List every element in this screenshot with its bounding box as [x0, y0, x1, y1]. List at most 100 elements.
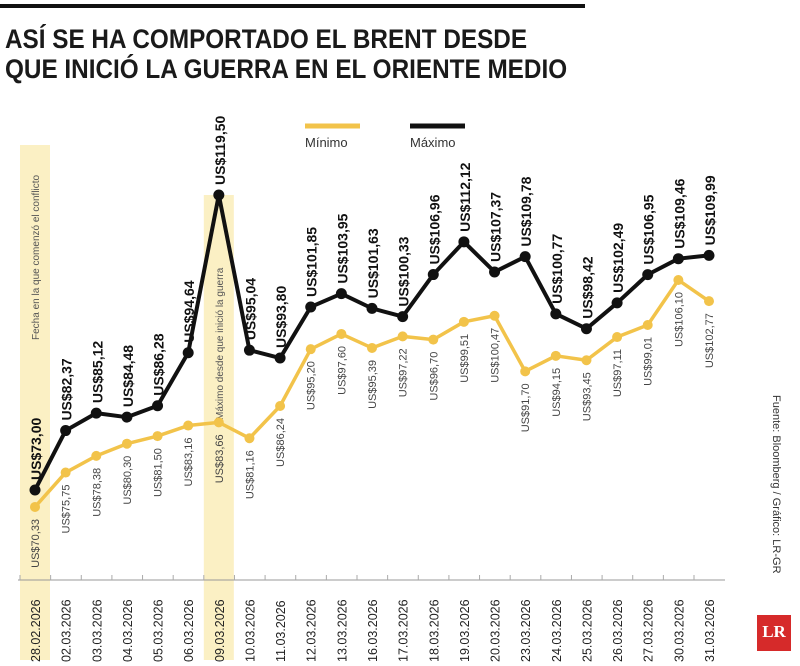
x-tick-label: 19.03.2026: [458, 599, 472, 662]
data-point-min: [458, 316, 469, 327]
lr-logo: LR: [757, 615, 791, 651]
data-label-min: US$94,15: [551, 368, 563, 417]
data-label-min: US$75,75: [61, 485, 73, 534]
data-label-min: US$95,20: [306, 361, 318, 410]
data-label-max: US$102,49: [610, 223, 626, 293]
data-point-min: [367, 342, 377, 353]
data-label-max: US$106,96: [426, 194, 442, 264]
x-tick-label: 11.03.2026: [274, 600, 288, 662]
data-point-min: [91, 450, 102, 461]
x-tick-label: 13.03.2026: [335, 599, 349, 662]
data-point-max: [458, 236, 470, 248]
data-label-max: US$95,04: [242, 278, 258, 340]
data-label-max: US$94,64: [181, 280, 197, 342]
data-point-min: [121, 438, 132, 449]
data-point-min: [489, 310, 500, 321]
data-point-min: [213, 417, 224, 428]
x-tick-label: 20.03.2026: [489, 599, 503, 662]
title-line-2: QUE INICIÓ LA GUERRA EN EL ORIENTE MEDIO: [5, 54, 568, 84]
data-label-max: US$107,37: [488, 192, 504, 262]
data-label-max: US$119,50: [212, 116, 228, 185]
data-point-max: [90, 407, 102, 419]
data-point-min: [428, 334, 439, 345]
data-label-min: US$83,16: [183, 438, 195, 487]
data-label-min: US$97,22: [398, 348, 410, 397]
data-label-min: US$102,77: [704, 313, 716, 368]
data-label-max: US$109,99: [702, 175, 718, 245]
data-label-min: US$95,39: [367, 360, 379, 409]
data-point-max: [611, 297, 623, 309]
data-label-max: US$73,00: [28, 418, 44, 480]
data-label-min: US$97,11: [612, 349, 624, 397]
data-point-min: [704, 296, 714, 307]
top-rule: [0, 4, 585, 8]
legend-label: Máximo: [410, 135, 456, 150]
x-tick-label: 27.03.2026: [642, 599, 656, 662]
data-point-min: [275, 401, 286, 412]
x-tick-label: 02.03.2026: [60, 599, 74, 662]
annotation-label: Fecha en la que comenzó el conflicto: [31, 174, 42, 340]
data-point-max: [60, 425, 72, 437]
x-tick-label: 24.03.2026: [550, 599, 564, 662]
data-label-max: US$93,80: [273, 286, 289, 348]
data-point-min: [244, 433, 255, 444]
data-label-max: US$106,95: [641, 194, 657, 264]
highlight-band: [20, 145, 50, 660]
data-point-max: [580, 323, 592, 335]
data-point-max: [489, 266, 501, 278]
data-label-min: US$99,01: [643, 337, 655, 386]
data-label-max: US$101,85: [304, 227, 320, 297]
x-tick-label: 25.03.2026: [580, 599, 594, 662]
data-point-max: [121, 411, 133, 423]
data-point-max: [152, 400, 164, 412]
x-tick-label: 12.03.2026: [305, 599, 319, 662]
data-point-min: [673, 275, 684, 286]
data-label-min: US$81,50: [153, 448, 165, 497]
data-label-max: US$100,77: [549, 234, 565, 304]
chart-title: ASÍ SE HA COMPORTADO EL BRENT DESDE QUE …: [5, 24, 567, 84]
data-point-max: [672, 253, 684, 265]
x-tick-label: 10.03.2026: [243, 599, 257, 662]
legend-label: Mínimo: [305, 135, 348, 150]
data-point-max: [550, 308, 562, 320]
data-label-min: US$106,10: [673, 292, 685, 347]
data-label-max: US$85,12: [89, 341, 105, 403]
data-point-min: [336, 328, 347, 339]
data-label-min: US$80,30: [122, 456, 134, 505]
x-tick-label: 04.03.2026: [121, 599, 135, 662]
annotation-label: Máximo desde que inició la guerra: [215, 267, 226, 420]
data-point-min: [152, 431, 163, 442]
data-label-max: US$109,78: [518, 176, 534, 246]
x-tick-label: 30.03.2026: [672, 599, 686, 662]
data-label-max: US$86,28: [151, 333, 167, 395]
data-point-max: [274, 352, 286, 364]
data-label-max: US$101,63: [365, 228, 381, 298]
data-label-min: US$70,33: [30, 519, 42, 568]
data-point-max: [519, 251, 531, 263]
x-tick-label: 18.03.2026: [427, 599, 441, 662]
data-label-min: US$81,16: [244, 450, 256, 499]
data-label-max: US$112,12: [457, 162, 473, 231]
data-point-min: [612, 332, 623, 343]
data-point-max: [335, 288, 347, 300]
data-point-max: [213, 189, 225, 201]
data-point-max: [703, 249, 715, 261]
data-point-max: [366, 302, 378, 314]
data-label-min: US$99,51: [459, 334, 471, 383]
data-label-max: US$98,42: [579, 256, 595, 318]
data-point-min: [183, 420, 194, 431]
data-point-max: [243, 344, 255, 356]
data-point-max: [397, 311, 409, 323]
data-point-min: [60, 467, 71, 478]
x-tick-label: 23.03.2026: [519, 599, 533, 662]
data-label-max: US$84,48: [120, 345, 136, 407]
data-label-min: US$96,70: [428, 352, 440, 401]
x-tick-label: 03.03.2026: [90, 599, 104, 662]
data-point-max: [305, 301, 317, 313]
x-tick-label: 09.03.2026: [213, 599, 227, 662]
data-label-min: US$83,66: [214, 434, 226, 483]
data-label-min: US$93,45: [581, 372, 593, 421]
x-tick-label: 05.03.2026: [152, 599, 166, 662]
data-label-min: US$78,38: [91, 468, 103, 517]
